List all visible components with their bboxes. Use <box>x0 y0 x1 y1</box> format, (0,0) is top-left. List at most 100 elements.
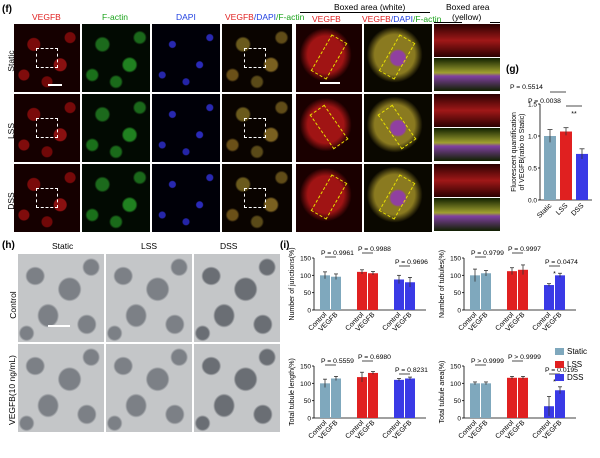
merge-slash-2: / <box>276 12 279 22</box>
boxed-area-white <box>244 48 266 68</box>
h-col-static: Static <box>52 241 74 251</box>
i-significance-stars: * <box>553 271 556 278</box>
legend-item-dss: DSS <box>555 371 587 384</box>
f-yellow-box-lss-merge <box>434 128 500 161</box>
header-dapi: DAPI <box>176 12 196 22</box>
f-image-dss-zred <box>296 164 362 232</box>
f-yellow-box-lss-red <box>434 94 500 127</box>
i-y-tick-label: 100 <box>450 273 461 280</box>
legend-item-static: Static <box>555 345 587 358</box>
header-merge: VEGFB/DAPI/F-actin <box>225 12 304 22</box>
header-boxed-white: Boxed area (white) <box>334 2 406 12</box>
boxed-area-white <box>36 188 58 208</box>
h-image-control-lss <box>106 254 192 342</box>
g-ylabel: of VEGFB(ratio to Static) <box>519 113 526 190</box>
header-boxed-yellow-2: (yellow) <box>452 12 482 22</box>
h-image-control-static <box>18 254 104 342</box>
i-bar <box>507 271 517 310</box>
h-col-dss: DSS <box>220 241 238 251</box>
f-image-lss-blue <box>152 94 220 162</box>
h-image-vegfb-lss <box>106 344 192 432</box>
legend-label-dss: DSS <box>567 373 584 382</box>
i-y-tick-label: 0 <box>307 416 311 423</box>
i-bar <box>394 379 404 418</box>
boxed-area-white <box>244 188 266 208</box>
i-p-value: P = 0.6980 <box>358 354 391 361</box>
boxed-area-white <box>244 118 266 138</box>
scale-bar <box>48 84 62 86</box>
f-image-lss-zred <box>296 94 362 162</box>
panel-h-label: (h) <box>2 240 15 251</box>
f-image-static-blue <box>152 24 220 92</box>
i-y-tick-label: 0 <box>457 308 461 315</box>
i-bar <box>405 378 415 418</box>
scale-bar <box>320 82 340 84</box>
zoom-merge-factin: F-actin <box>415 14 442 24</box>
i-y-tick-label: 50 <box>304 398 312 405</box>
legend-swatch-static <box>555 348 564 355</box>
i-bar <box>331 276 341 310</box>
f-image-dss-red <box>14 164 80 232</box>
i-p-value: P = 0.0195 <box>545 367 578 374</box>
legend-label-static: Static <box>567 347 588 356</box>
header-vegfb: VEGFB <box>32 12 61 22</box>
i-y-tick-label: 150 <box>300 256 311 263</box>
i-ylabel: Number of tubules(%) <box>439 250 446 318</box>
boxed-white-rule <box>300 12 430 13</box>
g-x-tick-label: DSS <box>570 202 585 217</box>
i-bar <box>507 377 517 418</box>
h-row-control: Control <box>8 291 18 319</box>
i-p-value: P > 0.9999 <box>508 354 541 361</box>
i-y-tick-label: 100 <box>300 381 311 388</box>
i-bar <box>481 383 491 418</box>
i-y-tick-label: 50 <box>454 398 462 405</box>
legend-swatch-lss <box>555 361 564 368</box>
i-ylabel: Total tubule area(%) <box>439 361 446 424</box>
i-bar <box>394 279 404 310</box>
i-significance-stars: * <box>553 379 556 386</box>
i-y-tick-label: 100 <box>300 273 311 280</box>
panel-i-legend: Static LSS DSS <box>555 345 587 384</box>
panel-g-chart: 0.0 0.5 1.0 1.5 Static LSS DSS P = 0.5514 P = 0.… <box>510 84 592 220</box>
boxed-area-white <box>36 48 58 68</box>
g-y-tick-label: 1.0 <box>528 134 537 141</box>
i-bar <box>320 275 330 310</box>
i-p-value: P = 0.9799 <box>471 250 504 257</box>
i-p-value: P = 0.8231 <box>395 367 428 374</box>
i-p-value: P > 0.9999 <box>471 358 504 365</box>
f-yellow-box-static-red <box>434 24 500 57</box>
h-image-vegfb-static <box>18 344 104 432</box>
i-bar <box>470 383 480 418</box>
zoom-merge-vegfb: VEGFB <box>362 14 391 24</box>
i-bar <box>368 273 378 310</box>
i-bar <box>331 378 341 418</box>
h-scale-bar <box>48 325 70 327</box>
f-image-dss-blue <box>152 164 220 232</box>
i-bar <box>518 377 528 418</box>
i-p-value: P = 0.0474 <box>545 259 578 266</box>
i-bar <box>481 273 491 310</box>
zoom-merge-slash-2: / <box>413 14 416 24</box>
i-y-tick-label: 50 <box>454 290 462 297</box>
i-y-tick-label: 150 <box>450 256 461 263</box>
f-image-static-green <box>82 24 150 92</box>
i-bar <box>555 390 565 418</box>
h-image-vegfb-dss <box>194 344 280 432</box>
merge-slash-1: / <box>253 12 257 22</box>
zoom-merge-slash-1: / <box>390 14 394 24</box>
panel-g-label: (g) <box>506 64 519 75</box>
i-bar <box>405 282 415 310</box>
i-p-value: P = 0.9988 <box>358 246 391 253</box>
panel-f-label: (f) <box>2 4 12 15</box>
i-p-value: P = 0.9961 <box>321 250 354 257</box>
g-y-tick-label: 1.5 <box>528 102 537 109</box>
i-bar <box>555 275 565 310</box>
g-bar-static <box>544 136 556 200</box>
zoom-merge-dapi: DAPI <box>393 14 414 24</box>
header-factin: F-actin <box>102 12 128 22</box>
header-zoom-vegfb: VEGFB <box>312 14 341 24</box>
f-yellow-box-dss-red <box>434 164 500 197</box>
